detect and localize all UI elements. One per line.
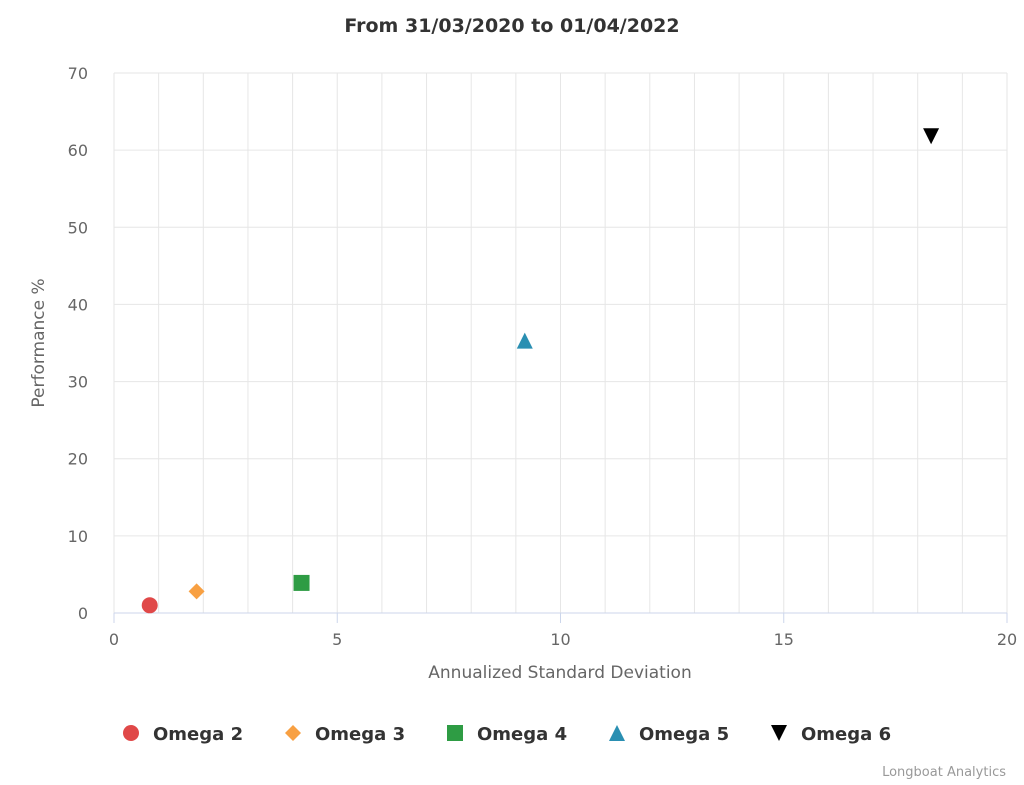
legend-label: Omega 5 [639, 724, 729, 745]
y-tick-label: 30 [68, 373, 88, 392]
legend-symbol[interactable] [285, 725, 301, 741]
legend-symbol[interactable] [771, 725, 787, 741]
chart-title: From 31/03/2020 to 01/04/2022 [344, 15, 679, 37]
credits-text[interactable]: Longboat Analytics [882, 765, 1006, 780]
y-tick-label: 60 [68, 141, 88, 160]
legend-symbol[interactable] [447, 725, 463, 741]
y-axis-title: Performance % [29, 278, 49, 407]
x-tick-label: 15 [774, 630, 794, 649]
y-tick-label: 40 [68, 295, 88, 314]
y-tick-label: 10 [68, 527, 88, 546]
data-point-omega-5[interactable] [516, 332, 533, 349]
legend-item-omega-4[interactable]: Omega 4 [447, 724, 567, 745]
x-tick-label: 10 [550, 630, 570, 649]
data-point-omega-4[interactable] [293, 574, 310, 591]
legend: Omega 2 Omega 3 Omega 4 Omega 5 Omega 6 [123, 724, 891, 745]
x-tick-label: 20 [997, 630, 1017, 649]
legend-item-omega-2[interactable]: Omega 2 [123, 724, 243, 745]
grid-lines [113, 72, 1008, 614]
data-points [141, 128, 940, 614]
data-point-omega-3[interactable] [188, 583, 205, 600]
legend-symbol[interactable] [123, 725, 139, 741]
legend-label: Omega 3 [315, 724, 405, 745]
legend-item-omega-5[interactable]: Omega 5 [609, 724, 729, 745]
legend-item-omega-6[interactable]: Omega 6 [771, 724, 891, 745]
legend-symbol[interactable] [609, 725, 625, 741]
data-point-omega-2[interactable] [141, 597, 158, 614]
x-tick-label: 0 [109, 630, 119, 649]
data-point-omega-6[interactable] [923, 128, 940, 145]
y-tick-label: 50 [68, 218, 88, 237]
y-tick-label: 70 [68, 64, 88, 83]
legend-label: Omega 6 [801, 724, 891, 745]
x-axis-ticks: 0 5 10 15 20 [109, 613, 1017, 649]
legend-label: Omega 2 [153, 724, 243, 745]
y-tick-label: 20 [68, 450, 88, 469]
x-tick-label: 5 [332, 630, 342, 649]
x-axis-title: Annualized Standard Deviation [428, 663, 691, 683]
legend-item-omega-3[interactable]: Omega 3 [285, 724, 405, 745]
y-axis-ticks: 0 10 20 30 40 50 60 70 [68, 64, 88, 623]
y-tick-label: 0 [78, 604, 88, 623]
legend-label: Omega 4 [477, 724, 567, 745]
